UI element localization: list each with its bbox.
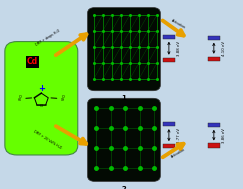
Text: +: +: [38, 84, 45, 93]
Text: 3.86 eV: 3.86 eV: [222, 128, 226, 143]
Text: 2: 2: [122, 186, 126, 189]
Text: O: O: [40, 104, 43, 108]
Text: 3.77 eV: 3.77 eV: [177, 128, 181, 143]
Bar: [163, 35, 175, 39]
Text: 3.88 eV: 3.88 eV: [177, 41, 181, 56]
Bar: [208, 36, 220, 40]
Text: 1: 1: [122, 95, 126, 101]
Text: DMF + drops H₂O: DMF + drops H₂O: [35, 29, 60, 47]
Bar: [208, 123, 220, 127]
Text: HO: HO: [18, 98, 22, 102]
FancyBboxPatch shape: [87, 8, 160, 91]
Bar: [208, 143, 220, 148]
Text: O: O: [18, 94, 21, 99]
Text: Activation: Activation: [171, 19, 187, 30]
Bar: [163, 144, 175, 148]
Bar: [208, 57, 220, 61]
Text: 4.10 eV: 4.10 eV: [222, 41, 226, 56]
Text: Cd: Cd: [27, 57, 38, 67]
Bar: [163, 58, 175, 62]
Text: OH: OH: [61, 98, 65, 102]
Bar: [163, 122, 175, 126]
Text: Activation: Activation: [171, 147, 187, 159]
FancyBboxPatch shape: [87, 98, 160, 181]
Text: DMF + 20 Vol% H₂O: DMF + 20 Vol% H₂O: [33, 130, 62, 150]
FancyBboxPatch shape: [5, 42, 78, 155]
Text: O: O: [61, 94, 64, 99]
